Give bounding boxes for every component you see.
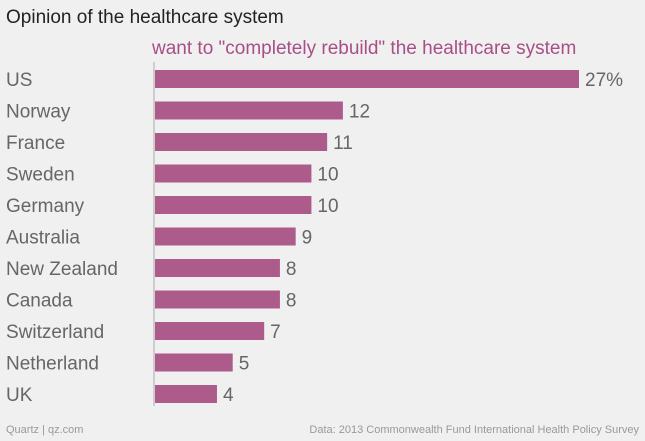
bar-uk <box>155 385 217 403</box>
category-label: Norway <box>6 102 71 123</box>
bar-france <box>155 133 328 151</box>
bar-germany <box>155 196 312 214</box>
value-label: 11 <box>333 133 353 154</box>
value-label: 8 <box>286 291 297 312</box>
footer-source: Data: 2013 Commonwealth Fund Internation… <box>309 424 639 436</box>
category-label: France <box>6 133 65 154</box>
bar-canada <box>155 290 280 309</box>
category-label: Netherland <box>6 354 99 375</box>
category-label: US <box>6 70 32 91</box>
footer-credit: Quartz | qz.com <box>6 424 84 436</box>
bar-switzerland <box>155 322 265 340</box>
bar-netherland <box>155 353 233 372</box>
value-label: 27% <box>585 70 623 91</box>
category-label: Australia <box>6 228 80 249</box>
value-label: 8 <box>286 259 297 280</box>
category-label: Canada <box>6 291 73 312</box>
bar-new-zealand <box>155 259 280 277</box>
bar-sweden <box>155 164 312 183</box>
category-label: Switzerland <box>6 322 104 343</box>
value-label: 12 <box>349 102 370 123</box>
category-label: New Zealand <box>6 259 118 280</box>
chart-subtitle: want to "completely rebuild" the healthc… <box>152 38 577 59</box>
value-label: 9 <box>302 228 313 249</box>
value-label: 4 <box>223 385 234 406</box>
value-label: 10 <box>317 165 338 186</box>
value-label: 10 <box>317 196 338 217</box>
category-label: Germany <box>6 196 85 217</box>
chart-title: Opinion of the healthcare system <box>6 7 284 28</box>
category-label: UK <box>6 385 33 406</box>
bar-norway <box>155 101 343 120</box>
bar-australia <box>155 227 296 246</box>
value-label: 5 <box>239 354 250 375</box>
value-label: 7 <box>270 322 281 343</box>
category-label: Sweden <box>6 165 75 186</box>
bar-us <box>155 70 579 88</box>
